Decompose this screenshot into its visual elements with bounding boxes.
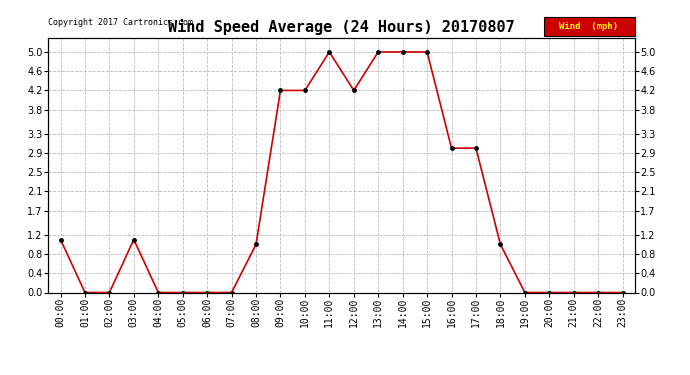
FancyBboxPatch shape <box>544 17 635 36</box>
Text: Wind  (mph): Wind (mph) <box>560 22 619 31</box>
Title: Wind Speed Average (24 Hours) 20170807: Wind Speed Average (24 Hours) 20170807 <box>168 19 515 35</box>
Text: Copyright 2017 Cartronics.com: Copyright 2017 Cartronics.com <box>48 18 193 27</box>
